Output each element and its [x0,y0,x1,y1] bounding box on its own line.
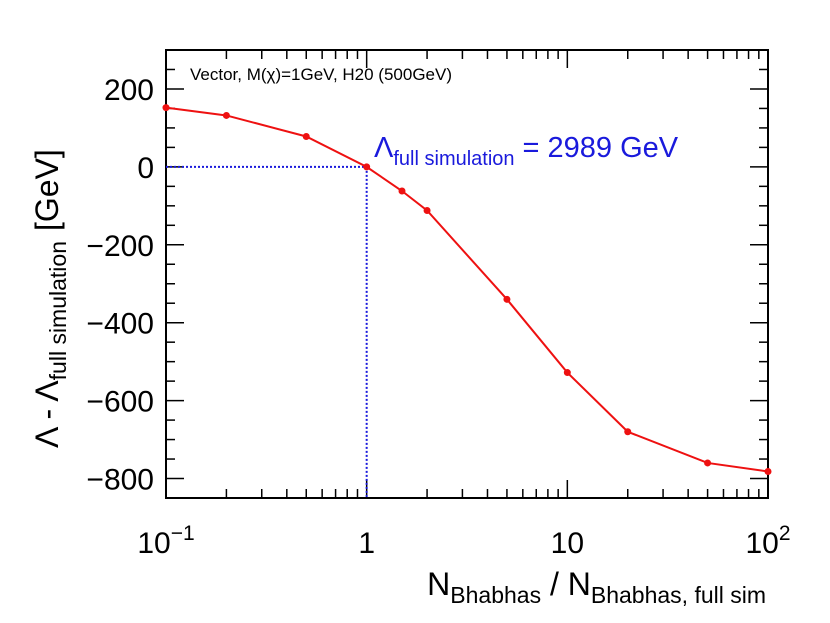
x-tick-label-base: 10 [137,527,170,560]
y-tick-label: −200 [86,230,154,263]
major-ticks [165,50,769,498]
x-tick-label-exponent: 2 [779,522,791,545]
x-title-main: N [427,566,450,602]
y-title-sub: full simulation [45,241,71,380]
data-point [398,187,406,195]
result-value: = 2989 GeV [523,132,679,164]
data-point [503,295,511,303]
data-point [563,369,571,377]
result-subscript: full simulation [393,148,514,170]
x-tick-label: 1 [358,527,375,560]
x-tick-labels: 10−1 1 10 102 [137,522,790,560]
x-tick-label-exponent: −1 [171,522,195,545]
y-tick-label: 200 [104,74,154,107]
y-tick-labels: 200 0 −200 −400 −600 −800 [86,74,154,497]
y-tick-label: 0 [137,152,154,185]
data-point [624,428,632,436]
y-tick-label: −600 [86,386,154,419]
x-tick-label: 10 [551,527,584,560]
data-point [764,468,772,476]
data-point [162,104,170,112]
x-tick-label-base: 1 [358,527,375,560]
x-tick-label-base: 10 [745,527,778,560]
y-tick-label: −800 [86,464,154,497]
x-title-sub1: Bhabhas [450,582,541,608]
y-axis-title: Λ - Λfull simulation [GeV] [29,149,71,448]
result-symbol: Λ [374,132,394,164]
series-group [162,104,772,476]
minor-ticks [166,49,768,499]
y-title-prefix: Λ - Λ [29,380,65,448]
data-point [222,111,230,119]
result-label: Λfull simulation = 2989 GeV [374,132,679,170]
data-point [423,207,431,215]
x-title-sep: / N [541,566,591,602]
x-title-sub2: Bhabhas, full sim [591,582,766,608]
x-tick-label-base: 10 [551,527,584,560]
y-tick-label: −400 [86,308,154,341]
data-point [363,163,371,171]
x-tick-label: 10−1 [137,522,194,560]
x-axis-title: NBhabhas / NBhabhas, full sim [427,566,766,608]
x-tick-label: 102 [745,522,790,560]
y-title-suffix: [GeV] [29,149,65,231]
plot-frame [165,49,769,499]
chart-annotation: Vector, M(χ)=1GeV, H20 (500GeV) [190,65,452,84]
data-point [302,132,310,140]
reference-lines [166,165,368,498]
data-point [704,459,712,467]
